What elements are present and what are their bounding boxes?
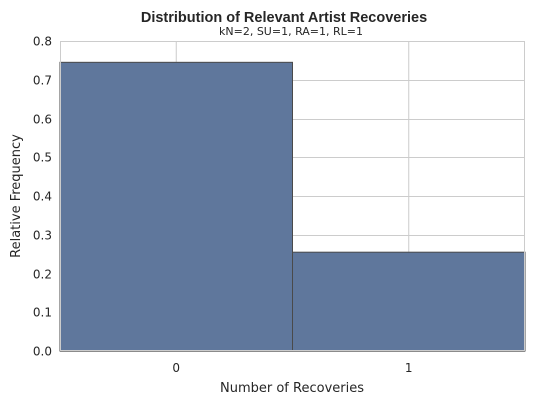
x-tick-label: 0	[172, 361, 180, 375]
bar-1	[292, 251, 526, 352]
bars	[59, 61, 526, 352]
x-axis-label: Number of Recoveries	[220, 381, 364, 396]
y-tick-label: 0.7	[33, 74, 52, 88]
y-tick-label: 0.0	[33, 345, 52, 359]
y-tick-label: 0.6	[33, 113, 52, 127]
plot-area	[59, 41, 526, 352]
x-tick-label: 1	[405, 361, 413, 375]
y-tick-label: 0.5	[33, 151, 52, 165]
y-tick-label: 0.1	[33, 306, 52, 320]
plot-border	[60, 41, 525, 351]
y-tick-label: 0.3	[33, 229, 52, 243]
y-axis-ticks: 0.0 0.1 0.2 0.3 0.4 0.5 0.6 0.7 0.8	[33, 35, 52, 359]
y-tick-label: 0.2	[33, 268, 52, 282]
y-axis-label: Relative Frequency	[9, 134, 24, 258]
chart-title: Distribution of Relevant Artist Recoveri…	[141, 10, 427, 26]
y-tick-label: 0.8	[33, 35, 52, 49]
chart-subtitle: kN=2, SU=1, RA=1, RL=1	[219, 25, 363, 38]
y-tick-label: 0.4	[33, 190, 52, 204]
bar-0	[59, 61, 293, 352]
